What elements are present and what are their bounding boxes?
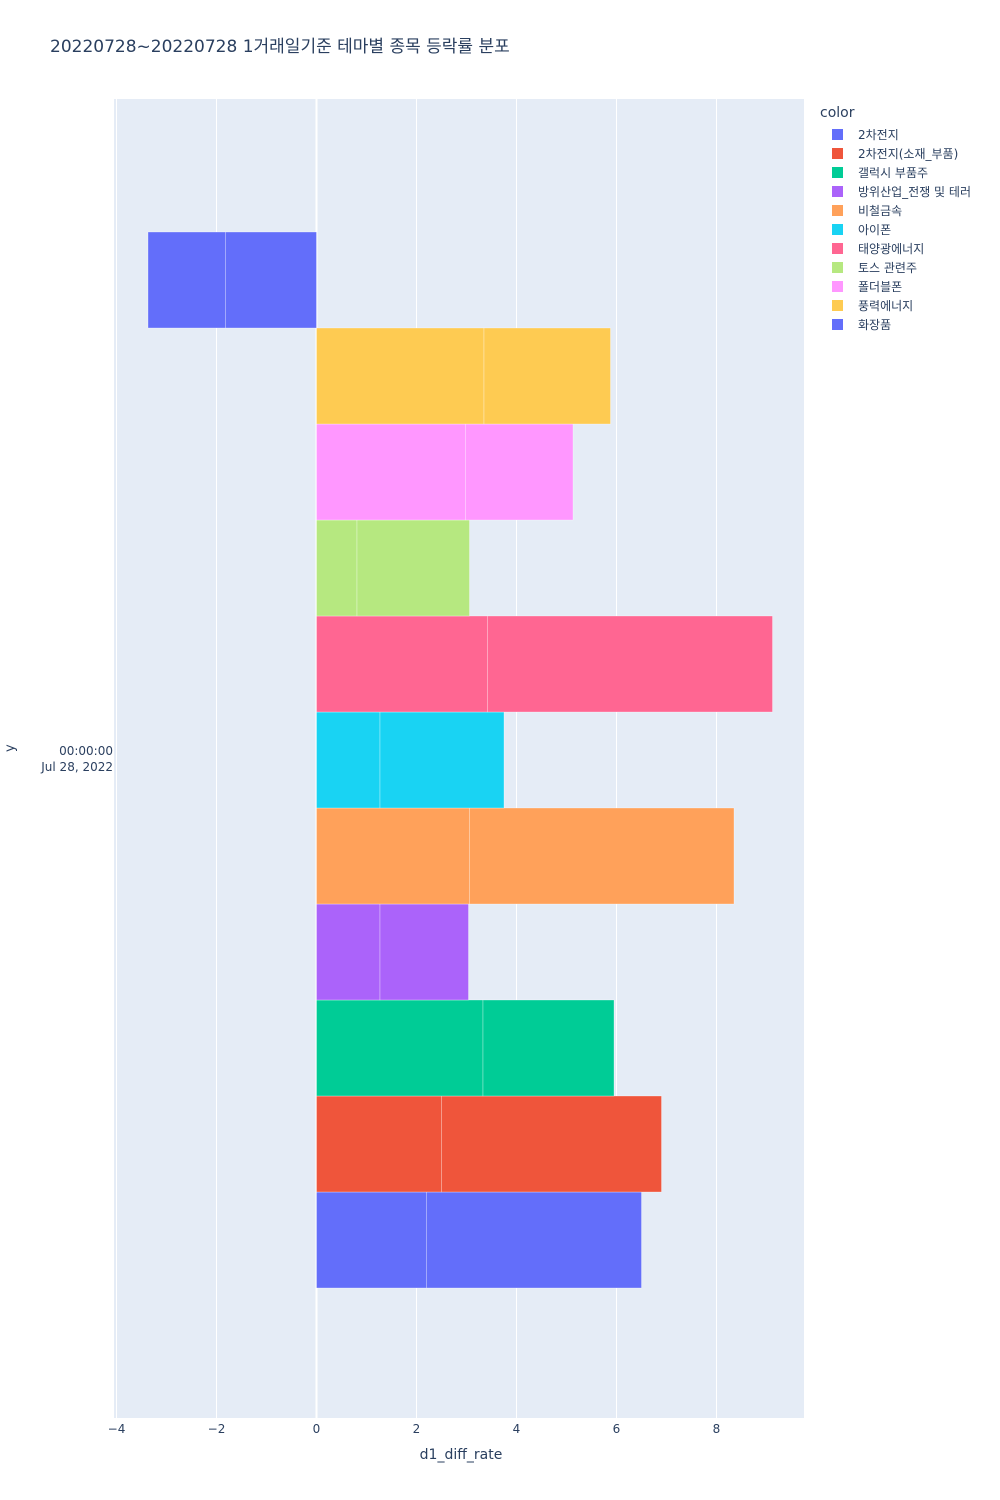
legend-label: 토스 관련주 bbox=[858, 261, 918, 275]
legend-label: 비철금속 bbox=[858, 204, 903, 218]
chart-title: 20220728~20220728 1거래일기준 테마별 종목 등락률 분포 bbox=[50, 37, 510, 57]
x-tick-label: 4 bbox=[513, 1422, 521, 1436]
x-tick-label: 2 bbox=[413, 1422, 421, 1436]
bar-segment bbox=[316, 903, 381, 1001]
legend-swatch bbox=[832, 300, 843, 311]
legend-swatch bbox=[832, 186, 843, 197]
bar-segment bbox=[483, 327, 611, 425]
legend-item[interactable]: 비철금속 bbox=[820, 201, 971, 220]
legend-item[interactable]: 태양광에너지 bbox=[820, 239, 971, 258]
legend-item[interactable]: 폴더블폰 bbox=[820, 277, 971, 296]
bar-segment bbox=[426, 1191, 642, 1289]
legend-swatch bbox=[832, 243, 843, 254]
bar-segment bbox=[316, 711, 381, 809]
legend-swatch bbox=[832, 262, 843, 273]
y-tick-date: Jul 28, 2022 bbox=[41, 760, 113, 774]
bar-segment bbox=[316, 1095, 442, 1193]
legend-label: 폴더블폰 bbox=[858, 280, 903, 294]
bar-segment bbox=[441, 1095, 662, 1193]
y-axis-title: y bbox=[3, 744, 18, 752]
bar-segment bbox=[379, 903, 469, 1001]
legend-swatch bbox=[832, 167, 843, 178]
legend-swatch bbox=[832, 319, 843, 330]
legend-label: 방위산업_전쟁 및 테러 bbox=[858, 185, 971, 199]
legend-label: 태양광에너지 bbox=[858, 242, 925, 256]
y-tick-label: 00:00:00 Jul 28, 2022 bbox=[0, 743, 113, 775]
legend-title: color bbox=[820, 105, 855, 121]
bar-segment bbox=[225, 231, 317, 329]
legend-label: 2차전지(소재_부품) bbox=[858, 147, 959, 161]
legend-item[interactable]: 아이폰 bbox=[820, 220, 971, 239]
bar-segment bbox=[482, 999, 615, 1097]
legend-label: 2차전지 bbox=[858, 128, 899, 142]
legend-item[interactable]: 2차전지(소재_부품) bbox=[820, 144, 971, 163]
x-tick-label: −2 bbox=[208, 1422, 226, 1436]
bar-segment bbox=[316, 327, 485, 425]
legend-label: 아이폰 bbox=[858, 223, 892, 237]
legend-swatch bbox=[832, 148, 843, 159]
bar-segment bbox=[356, 519, 470, 617]
x-tick-label: 6 bbox=[613, 1422, 621, 1436]
legend-item[interactable]: 토스 관련주 bbox=[820, 258, 971, 277]
legend-swatch bbox=[832, 129, 843, 140]
bar-segment bbox=[316, 423, 466, 521]
bar-segment bbox=[316, 999, 484, 1097]
legend-swatch bbox=[832, 281, 843, 292]
legend-item[interactable]: 2차전지 bbox=[820, 125, 971, 144]
bar-segment bbox=[316, 807, 470, 905]
x-tick-label: −4 bbox=[108, 1422, 126, 1436]
bar-segment bbox=[465, 423, 574, 521]
legend-swatch bbox=[832, 224, 843, 235]
x-tick-label: 0 bbox=[313, 1422, 321, 1436]
bar-segment bbox=[316, 519, 358, 617]
bar-segment bbox=[487, 615, 773, 713]
x-tick-label: 8 bbox=[713, 1422, 721, 1436]
legend-item[interactable]: 방위산업_전쟁 및 테러 bbox=[820, 182, 971, 201]
x-axis-title: d1_diff_rate bbox=[419, 1447, 503, 1463]
bar-segment bbox=[316, 615, 488, 713]
legend-item[interactable]: 화장품 bbox=[820, 315, 971, 334]
y-tick-time: 00:00:00 bbox=[59, 744, 113, 758]
legend-label: 화장품 bbox=[858, 318, 892, 332]
bar-segment bbox=[147, 231, 226, 329]
legend-label: 갤럭시 부품주 bbox=[858, 166, 929, 180]
legend-item[interactable]: 풍력에너지 bbox=[820, 296, 971, 315]
bar-segment bbox=[379, 711, 505, 809]
legend-label: 풍력에너지 bbox=[858, 299, 914, 313]
bar-segment bbox=[469, 807, 735, 905]
legend-item[interactable]: 갤럭시 부품주 bbox=[820, 163, 971, 182]
legend-swatch bbox=[832, 205, 843, 216]
bar-segment bbox=[316, 1191, 427, 1289]
